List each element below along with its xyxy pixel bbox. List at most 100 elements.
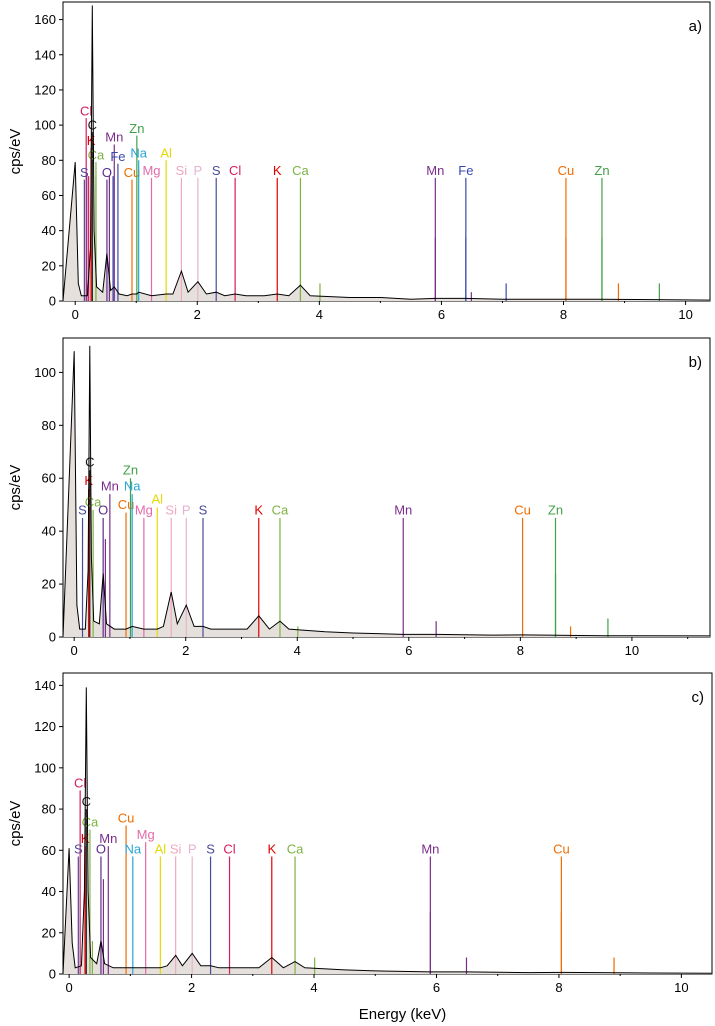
- element-label-k: K: [273, 163, 282, 178]
- y-tick-label: 120: [34, 82, 56, 97]
- y-tick-label: 40: [42, 524, 56, 539]
- element-label-mn: Mn: [421, 841, 439, 856]
- element-label-si: Si: [176, 163, 188, 178]
- element-label-mn: Mn: [99, 831, 117, 846]
- element-label-cu: Cu: [514, 502, 531, 517]
- element-label-al: Al: [155, 841, 167, 856]
- x-tick-label: 4: [316, 307, 323, 322]
- y-tick-label: 80: [42, 802, 56, 817]
- x-tick-label: 2: [188, 980, 195, 995]
- element-label-mg: Mg: [142, 163, 160, 178]
- x-tick-label: 8: [560, 307, 567, 322]
- y-tick-label: 40: [42, 223, 56, 238]
- element-label-mg: Mg: [135, 502, 153, 517]
- y-axis-label: cps/eV: [7, 801, 24, 847]
- element-label-cl: Cl: [74, 775, 86, 790]
- y-tick-label: 20: [42, 577, 56, 592]
- element-label-k: K: [254, 502, 263, 517]
- element-label-mn: Mn: [426, 163, 444, 178]
- x-tick-label: 8: [517, 643, 524, 658]
- element-label-s: S: [212, 163, 221, 178]
- x-tick-label: 2: [182, 643, 189, 658]
- y-axis-label: cps/eV: [7, 465, 24, 511]
- element-label-cl: Cl: [80, 103, 92, 118]
- x-tick-label: 10: [674, 980, 688, 995]
- panel-label: a): [689, 18, 702, 35]
- element-label-al: Al: [151, 492, 163, 507]
- y-tick-label: 0: [49, 630, 56, 645]
- element-label-zn: Zn: [594, 163, 609, 178]
- x-tick-label: 10: [678, 307, 692, 322]
- y-tick-label: 20: [42, 258, 56, 273]
- element-label-c: C: [85, 455, 94, 470]
- element-label-mn: Mn: [394, 502, 412, 517]
- panel-label: b): [689, 354, 702, 371]
- plot-frame: [62, 337, 711, 638]
- x-tick-label: 8: [555, 980, 562, 995]
- y-axis-label: cps/eV: [7, 129, 24, 175]
- x-tick-label: 4: [294, 643, 301, 658]
- x-axis-label: Energy (keV): [359, 1006, 447, 1023]
- y-tick-label: 60: [42, 471, 56, 486]
- element-label-na: Na: [124, 841, 141, 856]
- y-tick-label: 80: [42, 418, 56, 433]
- y-tick-label: 140: [34, 47, 56, 62]
- spectrum-line: [62, 5, 711, 302]
- element-label-c: C: [82, 794, 91, 809]
- y-tick-label: 40: [42, 884, 56, 899]
- x-tick-label: 0: [71, 643, 78, 658]
- y-tick-label: 80: [42, 153, 56, 168]
- panel-label: c): [692, 689, 705, 706]
- element-label-p: P: [194, 163, 203, 178]
- x-tick-label: 0: [66, 980, 73, 995]
- spectrum-line: [62, 687, 713, 975]
- element-label-al: Al: [160, 146, 172, 161]
- element-label-zn: Zn: [129, 121, 144, 136]
- element-label-fe: Fe: [110, 149, 125, 164]
- element-label-cu: Cu: [118, 811, 135, 826]
- element-label-si: Si: [170, 841, 182, 856]
- element-label-k: K: [267, 841, 276, 856]
- element-label-si: Si: [165, 502, 177, 517]
- element-label-o: O: [96, 841, 106, 856]
- element-label-zn: Zn: [548, 502, 563, 517]
- element-label-cu: Cu: [558, 163, 575, 178]
- x-tick-label: 6: [433, 980, 440, 995]
- y-tick-label: 100: [34, 118, 56, 133]
- element-label-mn: Mn: [105, 130, 123, 145]
- element-label-ca: Ca: [85, 494, 102, 509]
- element-label-s: S: [199, 502, 208, 517]
- element-label-c: C: [88, 117, 97, 132]
- element-label-s: S: [80, 165, 89, 180]
- element-label-s: S: [74, 841, 83, 856]
- x-tick-label: 4: [310, 980, 317, 995]
- x-tick-label: 2: [194, 307, 201, 322]
- y-tick-label: 100: [34, 365, 56, 380]
- x-tick-label: 10: [625, 643, 639, 658]
- element-label-ca: Ca: [287, 841, 304, 856]
- element-label-na: Na: [130, 146, 147, 161]
- element-label-s: S: [206, 841, 215, 856]
- element-label-ca: Ca: [88, 147, 105, 162]
- x-tick-label: 6: [438, 307, 445, 322]
- y-tick-label: 160: [34, 12, 56, 27]
- x-tick-label: 0: [72, 307, 79, 322]
- y-tick-label: 140: [34, 678, 56, 693]
- y-tick-label: 120: [34, 719, 56, 734]
- element-label-ca: Ca: [82, 815, 99, 830]
- element-label-p: P: [188, 841, 197, 856]
- element-label-cl: Cl: [223, 841, 235, 856]
- spectrum-line: [62, 345, 711, 638]
- element-label-s: S: [78, 502, 87, 517]
- element-label-fe: Fe: [458, 163, 473, 178]
- element-label-o: O: [102, 165, 112, 180]
- y-tick-label: 60: [42, 188, 56, 203]
- element-label-zn: Zn: [123, 463, 138, 478]
- element-label-o: O: [98, 502, 108, 517]
- element-label-na: Na: [124, 478, 141, 493]
- x-tick-label: 6: [405, 643, 412, 658]
- element-label-cu: Cu: [124, 165, 141, 180]
